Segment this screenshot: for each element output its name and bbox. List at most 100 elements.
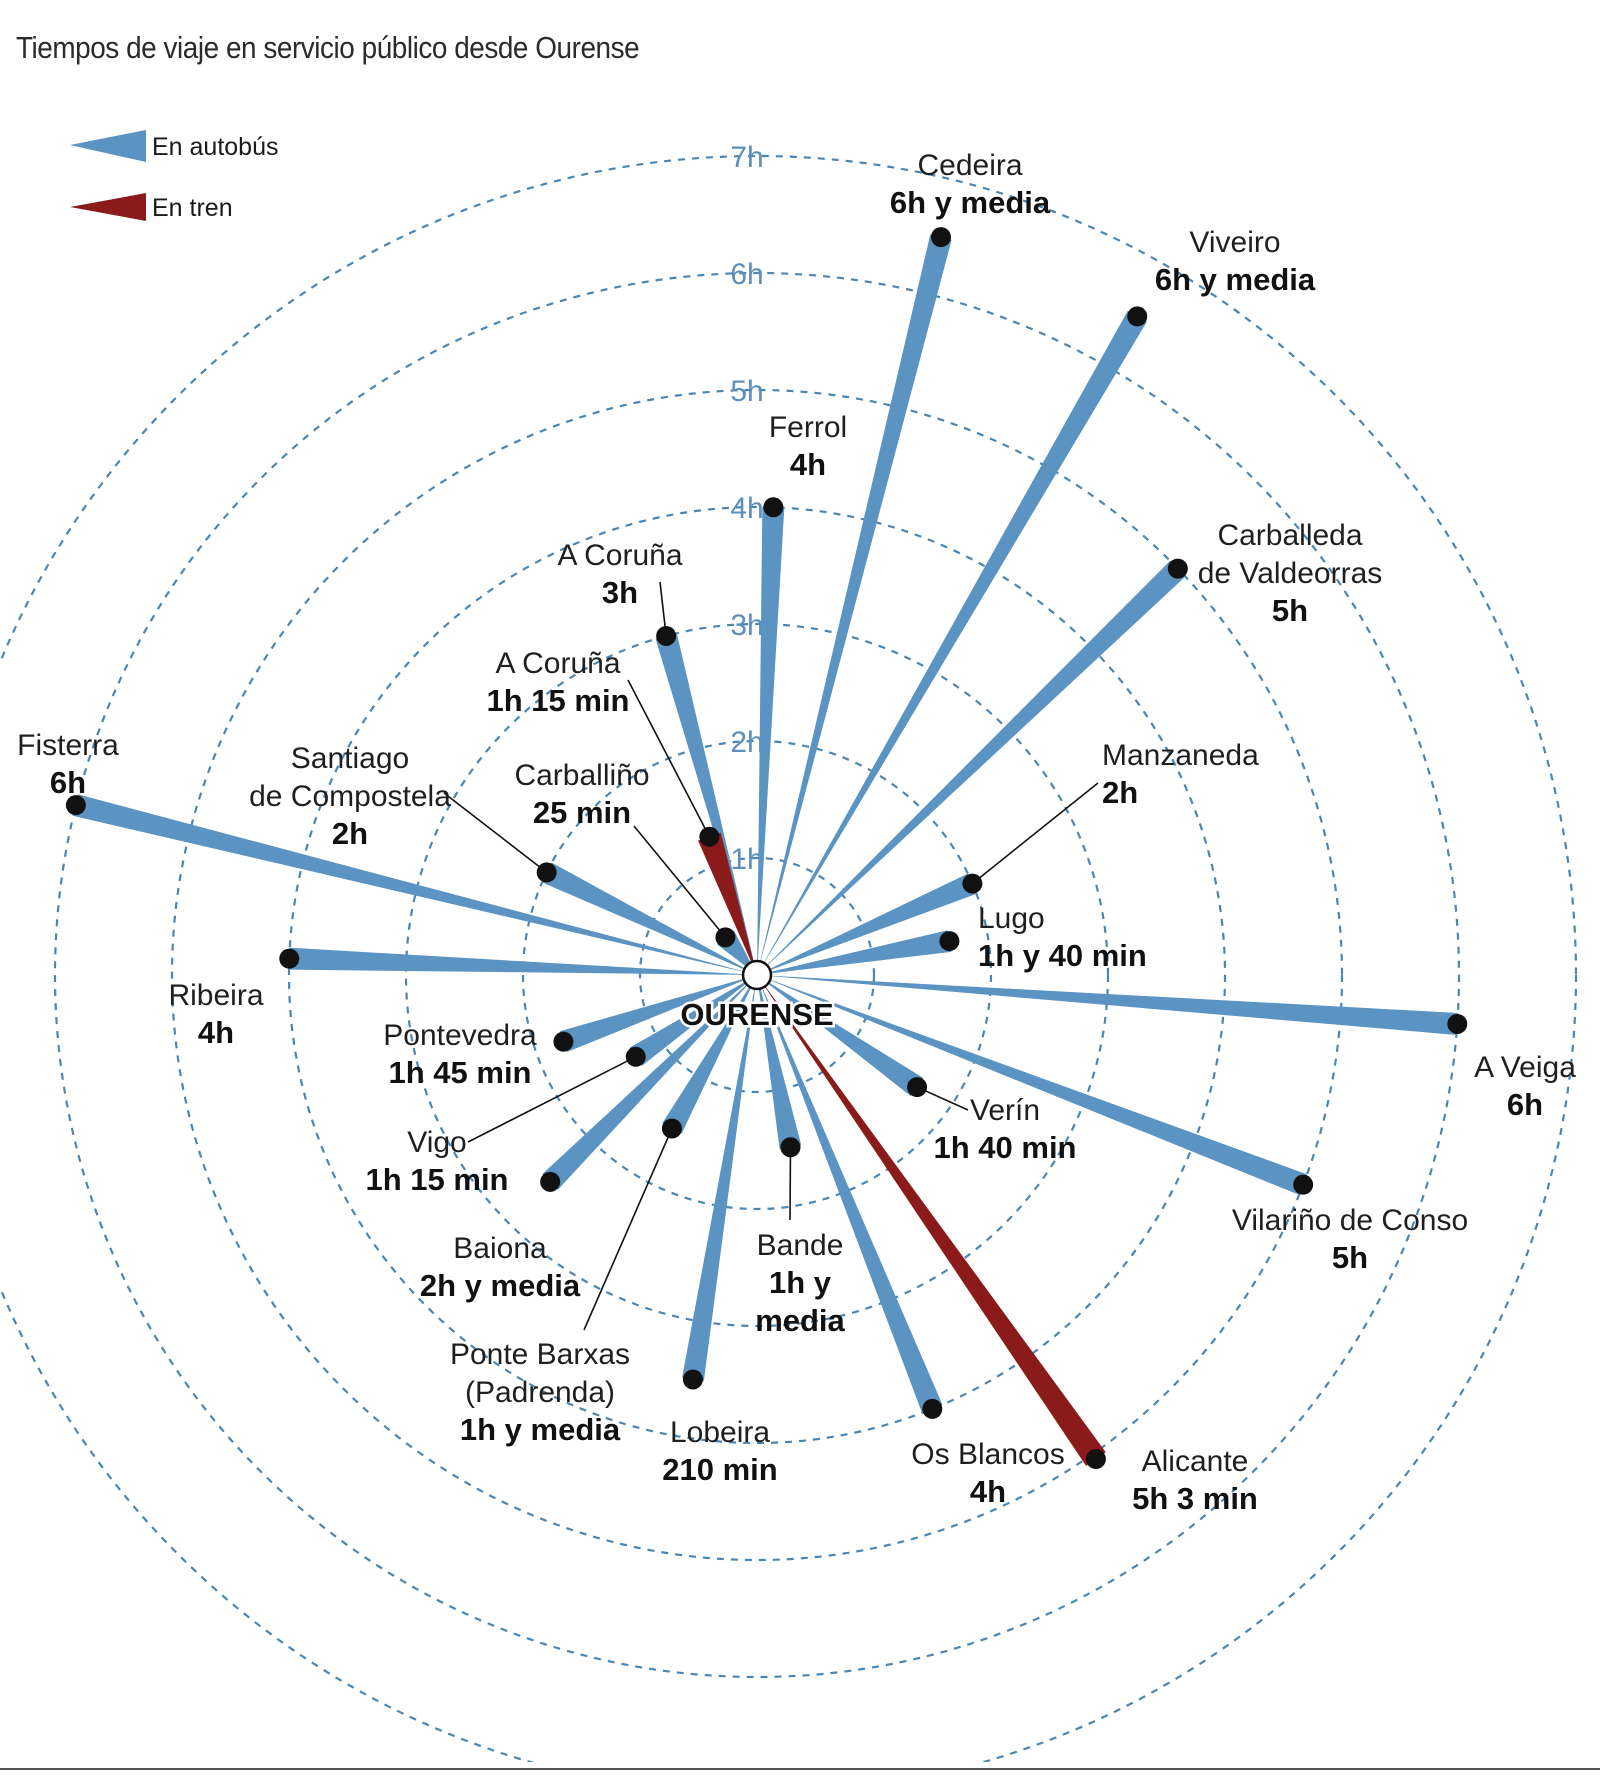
label-time-ribeira-bus: 4h (198, 1015, 234, 1050)
label-name-vigo-bus: Vigo (407, 1126, 467, 1159)
label-time-manzaneda-bus: 2h (1102, 775, 1138, 810)
label-time-ponte-barxas-padrenda-bus: 1h y media (460, 1412, 621, 1447)
bar-fisterra-bus (73, 794, 757, 975)
leader-a-coruna-train (627, 679, 711, 838)
ring-label-6h: 6h (730, 258, 763, 291)
bar-ferrol-bus (757, 506, 785, 975)
label-name-ponte-barxas-padrenda-bus: Ponte Barxas (Padrenda) (450, 1338, 630, 1409)
label-name-a-coruna-bus: A Coruña (557, 539, 682, 572)
bar-baiona-bus (542, 975, 757, 1190)
chart-title: Tiempos de viaje en servicio público des… (16, 30, 640, 65)
label-name-a-coruna-train: A Coruña (495, 647, 620, 680)
label-name-ribeira-bus: Ribeira (168, 979, 263, 1012)
ring-2h (521, 739, 993, 1211)
ring-label-2h: 2h (730, 726, 763, 759)
label-name-ferrol-bus: Ferrol (769, 411, 847, 444)
dot-ferrol-bus (763, 497, 784, 518)
bar-os-blancos-bus (757, 975, 943, 1414)
label-name-santiago-de-compostela-bus: Santiago de Compostela (249, 742, 451, 813)
label-name-carballeda-de-valdeorras-bus: Carballeda de Valdeorras (1198, 519, 1383, 590)
leader-ponte-barxas-padrenda-bus (583, 1128, 673, 1331)
label-name-lugo-bus: Lugo (978, 902, 1045, 935)
label-time-os-blancos-bus: 4h (970, 1474, 1006, 1509)
dot-a-coruna-train (699, 826, 720, 847)
legend-train-swatch (70, 193, 146, 221)
label-name-vilarino-de-conso-bus: Vilariño de Conso (1232, 1204, 1468, 1237)
ring-7h (0, 155, 1577, 1762)
dot-manzaneda-bus (962, 873, 983, 894)
bar-bande-bus (757, 975, 802, 1150)
bar-ponte-barxas-padrenda-bus (662, 975, 757, 1134)
label-time-bande-bus: 1h y media (755, 1265, 845, 1338)
label-time-fisterra-bus: 6h (50, 765, 86, 800)
travel-bars (73, 234, 1459, 1466)
dot-viveiro-bus (1127, 306, 1148, 327)
label-time-viveiro-bus: 6h y media (1155, 262, 1316, 297)
label-name-carballino-bus: Carballiño (514, 759, 649, 792)
label-time-lobeira-bus: 210 min (662, 1452, 777, 1487)
center-label: OURENSE (680, 997, 833, 1032)
dot-santiago-de-compostela-bus (536, 862, 557, 883)
bar-vigo-bus (629, 975, 757, 1066)
ring-4h (287, 505, 1227, 1445)
label-name-verin-bus: Verín (970, 1094, 1040, 1127)
label-time-alicante-train: 5h 3 min (1132, 1481, 1258, 1516)
dot-lugo-bus (939, 931, 960, 952)
label-time-a-coruna-bus: 3h (602, 575, 638, 610)
leader-santiago-de-compostela-bus (443, 792, 548, 874)
label-time-carballino-bus: 25 min (533, 795, 631, 830)
bar-a-veiga-bus (757, 975, 1459, 1035)
ring-label-1h: 1h (730, 843, 763, 876)
dot-bande-bus (780, 1137, 801, 1158)
label-name-alicante-train: Alicante (1142, 1445, 1249, 1478)
ring-labels: 1h 2h 3h 4h 5h 6h 7h (730, 141, 763, 876)
bar-vilarino-de-conso-bus (757, 975, 1308, 1195)
label-time-a-coruna-train: 1h 15 min (487, 683, 630, 718)
dot-ribeira-bus (279, 948, 300, 969)
destination-dots (65, 227, 1468, 1469)
ring-label-7h: 7h (730, 141, 763, 174)
bar-manzaneda-bus (757, 873, 977, 975)
label-time-ferrol-bus: 4h (790, 447, 826, 482)
label-time-pontevedra-bus: 1h 45 min (389, 1055, 532, 1090)
ring-label-3h: 3h (730, 609, 763, 642)
dot-carballeda-de-valdeorras-bus (1167, 558, 1188, 579)
dot-verin-bus (907, 1077, 928, 1098)
center-marker (741, 959, 773, 991)
leader-carballino-bus (633, 825, 727, 938)
dot-lobeira-bus (682, 1369, 703, 1390)
dot-a-coruna-bus (656, 625, 677, 646)
legend: En autobús En tren (70, 130, 279, 222)
dot-pontevedra-bus (553, 1031, 574, 1052)
ring-6h (53, 271, 1461, 1679)
dot-baiona-bus (540, 1171, 561, 1192)
bottom-rule (0, 1768, 1600, 1770)
bar-lobeira-bus (682, 975, 757, 1382)
label-time-verin-bus: 1h 40 min (934, 1130, 1077, 1165)
ring-label-5h: 5h (730, 375, 763, 408)
bar-a-coruna-train (698, 832, 757, 975)
bar-viveiro-bus (757, 310, 1147, 975)
label-name-a-veiga-bus: A Veiga (1474, 1051, 1576, 1084)
ring-1h (638, 856, 876, 1094)
legend-train-label: En tren (152, 194, 233, 222)
bar-pontevedra-bus (559, 975, 757, 1053)
dot-os-blancos-bus (922, 1398, 943, 1419)
dot-ponte-barxas-padrenda-bus (661, 1118, 682, 1139)
bar-cedeira-bus (757, 234, 952, 975)
bar-santiago-de-compostela-bus (541, 862, 757, 975)
ring-5h (170, 388, 1344, 1562)
bar-alicante-train (757, 975, 1106, 1466)
ring-label-4h: 4h (730, 492, 763, 525)
bar-ribeira-bus (288, 947, 757, 975)
dot-alicante-train (1085, 1448, 1106, 1469)
label-time-a-veiga-bus: 6h (1507, 1087, 1543, 1122)
label-name-lobeira-bus: Lobeira (670, 1416, 770, 1449)
label-time-santiago-de-compostela-bus: 2h (332, 816, 368, 851)
label-time-lugo-bus: 1h y 40 min (978, 938, 1147, 973)
bar-verin-bus (757, 975, 924, 1097)
dot-vigo-bus (625, 1046, 646, 1067)
dot-a-veiga-bus (1447, 1013, 1468, 1034)
legend-bus-label: En autobús (152, 133, 279, 161)
